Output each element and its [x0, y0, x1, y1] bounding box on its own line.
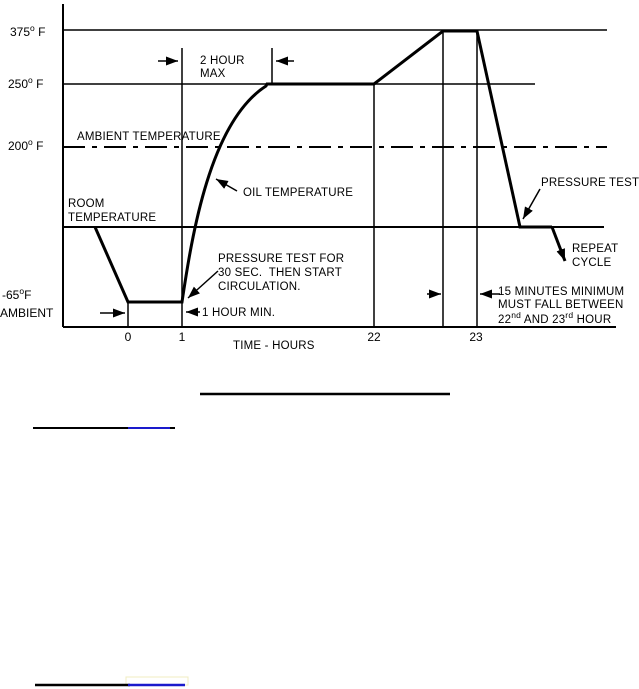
y-label-375f: 375o F: [10, 23, 45, 39]
fifteen-min-label-line2: MUST FALL BETWEEN: [498, 299, 623, 311]
one-hour-min-label: 1 HOUR MIN.: [202, 307, 275, 319]
oil-temperature-label: OIL TEMPERATURE: [243, 187, 353, 199]
room-temperature-label-line1: ROOM: [68, 198, 105, 210]
pressure-test-for-label-line1: PRESSURE TEST FOR: [218, 253, 344, 265]
pressure-test-for-label-line2: 30 SEC. THEN START: [218, 267, 342, 279]
repeat-cycle-arrow: [550, 226, 567, 262]
x-tick-23: 23: [469, 330, 483, 344]
two-hour-max-label-line1: 2 HOUR: [200, 55, 245, 67]
y-label-250f: 250o F: [8, 75, 43, 91]
repeat-cycle-label-line2: CYCLE: [572, 257, 611, 269]
pressure-test-leader-arrow: [522, 188, 541, 220]
x-tick-1: 1: [179, 330, 186, 344]
oil-temperature-curve: [93, 29, 552, 304]
x-axis-title: TIME - HOURS: [233, 340, 315, 352]
y-label-ambient: AMBIENT: [0, 306, 54, 320]
two-hour-max-label-line2: MAX: [200, 68, 226, 80]
pressure-test-for-label-line3: CIRCULATION.: [218, 281, 301, 293]
repeat-cycle-label-line1: REPEAT: [572, 243, 618, 255]
fifteen-min-label-line1: 15 MINUTES MINIMUM: [498, 286, 624, 298]
y-label-minus65f: -65oF: [2, 286, 31, 302]
pressure-test-for-leader-arrow: [187, 270, 219, 299]
x-tick-0: 0: [125, 330, 132, 344]
oil-temperature-leader-arrow: [215, 178, 238, 192]
y-label-200f: 200o F: [8, 137, 43, 153]
fifteen-min-label-line3: 22nd AND 23rd HOUR: [498, 310, 611, 326]
ambient-temperature-label: AMBIENT TEMPERATURE: [77, 131, 221, 143]
room-temperature-label-line2: TEMPERATURE: [68, 212, 156, 224]
x-tick-22: 22: [367, 330, 381, 344]
pressure-test-label: PRESSURE TEST: [541, 177, 639, 189]
